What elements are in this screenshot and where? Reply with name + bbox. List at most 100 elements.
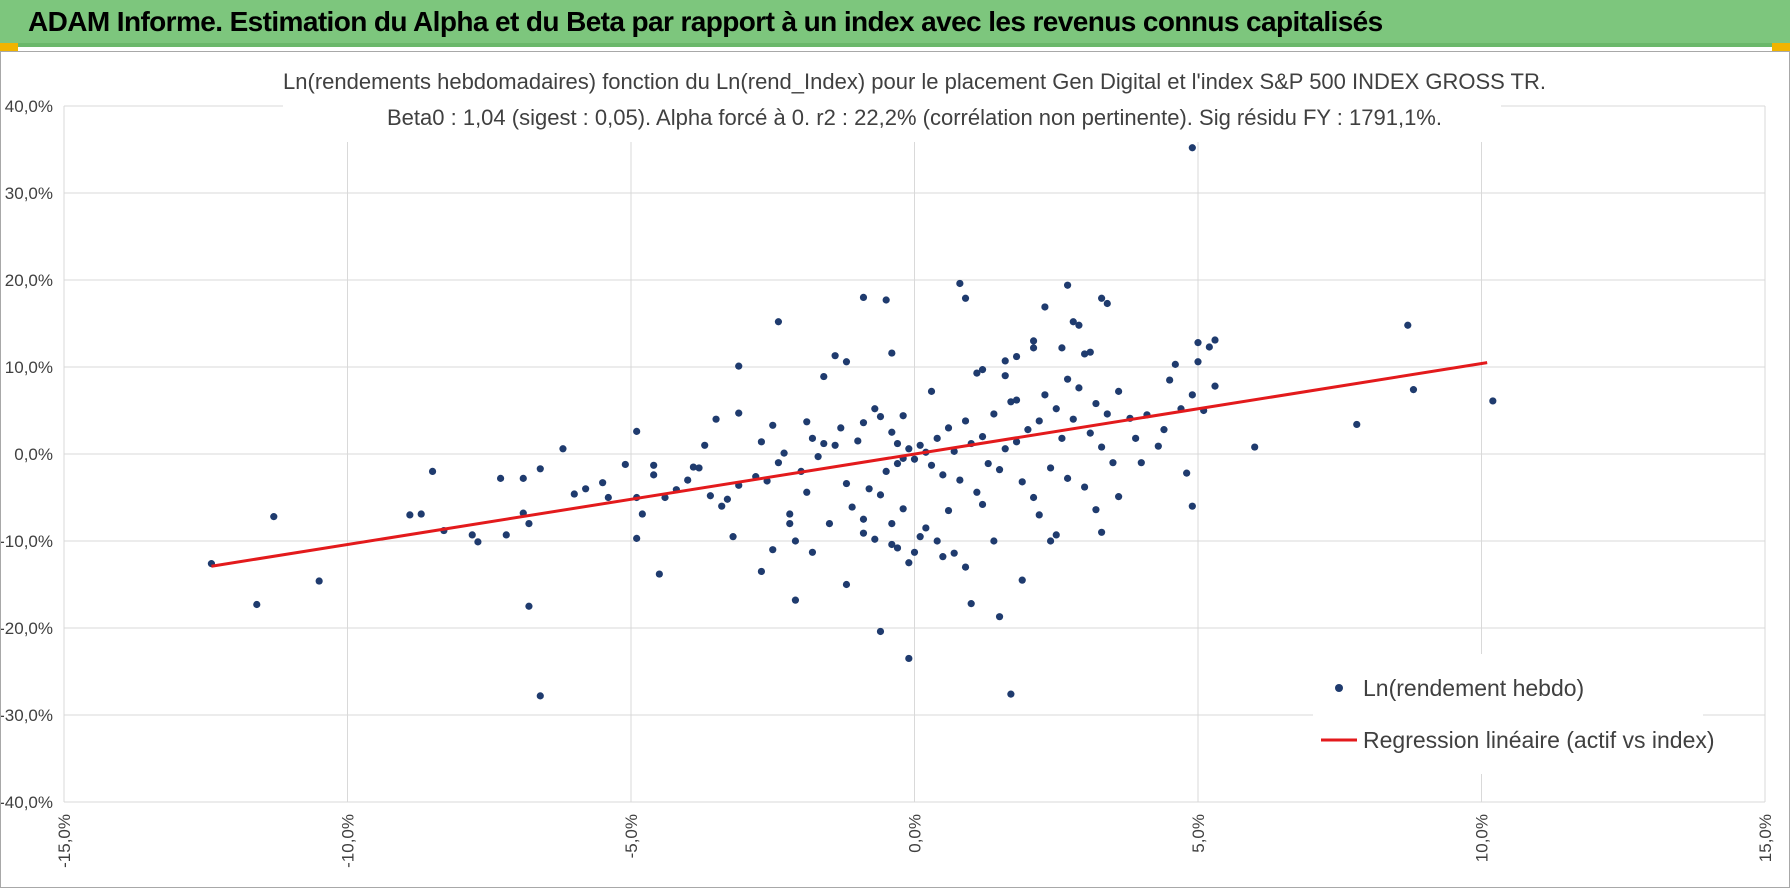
data-point xyxy=(712,415,720,423)
data-point xyxy=(1188,391,1196,399)
data-point xyxy=(1103,299,1111,308)
data-point xyxy=(525,520,533,528)
data-point xyxy=(967,600,975,608)
data-point xyxy=(1132,434,1140,442)
data-point xyxy=(502,531,510,539)
data-point xyxy=(1069,318,1077,326)
data-point xyxy=(701,441,709,449)
data-point xyxy=(848,503,856,511)
data-point xyxy=(927,387,936,395)
data-point xyxy=(831,441,839,449)
data-point xyxy=(570,490,578,498)
data-point xyxy=(1029,493,1038,502)
data-point xyxy=(1001,372,1009,380)
data-point xyxy=(888,540,896,549)
data-point xyxy=(474,538,482,546)
chart-subtitle: Beta0 : 1,04 (sigest : 0,05). Alpha forc… xyxy=(387,105,1442,130)
y-tick-label: -20,0% xyxy=(1,619,53,638)
data-point xyxy=(820,439,828,448)
data-point xyxy=(582,485,590,493)
data-point xyxy=(1001,445,1009,453)
data-point xyxy=(723,495,731,503)
data-point xyxy=(1404,321,1412,329)
data-point xyxy=(706,492,714,500)
data-point xyxy=(910,455,919,463)
data-point xyxy=(536,465,544,473)
regression-line xyxy=(211,361,1488,568)
data-point xyxy=(961,563,970,571)
y-tick-label: -10,0% xyxy=(1,532,53,551)
data-point xyxy=(661,493,669,502)
data-point xyxy=(990,410,998,418)
data-point xyxy=(973,488,981,496)
data-point xyxy=(1171,360,1179,368)
data-point xyxy=(871,535,879,543)
data-point xyxy=(780,449,788,457)
y-tick-label: 20,0% xyxy=(5,271,53,290)
data-point xyxy=(922,524,930,532)
data-point xyxy=(1489,397,1497,405)
data-point xyxy=(978,500,987,509)
data-point xyxy=(956,279,964,288)
data-point xyxy=(1041,303,1049,311)
data-point xyxy=(825,520,834,528)
data-point xyxy=(1018,478,1026,486)
data-point xyxy=(854,437,862,445)
data-point xyxy=(769,546,777,554)
data-point xyxy=(837,424,845,432)
data-point xyxy=(865,485,873,493)
data-point xyxy=(1052,405,1060,413)
data-point xyxy=(519,474,527,482)
data-point xyxy=(1081,350,1089,358)
data-point xyxy=(769,421,777,429)
data-point xyxy=(270,513,278,521)
data-point xyxy=(842,580,851,589)
data-point xyxy=(1007,398,1015,406)
data-point xyxy=(831,352,839,360)
data-point xyxy=(842,479,851,488)
title-background xyxy=(283,62,1501,142)
data-point xyxy=(1012,352,1021,361)
data-point xyxy=(1063,281,1072,289)
data-point xyxy=(718,502,726,510)
data-point xyxy=(944,424,953,432)
data-point xyxy=(757,567,766,576)
data-point xyxy=(559,445,567,453)
data-point xyxy=(1029,344,1038,352)
data-point xyxy=(1035,417,1043,425)
data-point xyxy=(995,466,1004,474)
data-point xyxy=(536,692,544,700)
data-point xyxy=(1194,358,1202,366)
data-point xyxy=(1075,321,1083,329)
legend-marker-points xyxy=(1335,684,1343,692)
data-point xyxy=(1075,384,1083,392)
data-point xyxy=(406,511,414,519)
data-point xyxy=(876,412,885,421)
data-point xyxy=(956,476,964,484)
data-point xyxy=(791,537,800,545)
data-point xyxy=(735,362,743,370)
x-tick-label: -10,0% xyxy=(339,814,358,868)
chart-area: 40,0% 30,0% 20,0% 10,0% 0,0% -10,0% -20,0% -30,… xyxy=(0,51,1790,888)
x-tick-label: 5,0% xyxy=(1189,814,1208,853)
data-point xyxy=(253,600,261,609)
data-point xyxy=(1092,506,1100,514)
data-point xyxy=(1194,339,1202,347)
data-point xyxy=(774,459,783,467)
data-point xyxy=(791,596,800,604)
data-point xyxy=(1046,537,1055,545)
legend-background xyxy=(1313,654,1703,774)
data-point xyxy=(1211,382,1219,390)
data-point xyxy=(1211,336,1219,344)
data-point xyxy=(984,459,992,468)
data-point xyxy=(496,474,505,482)
data-point xyxy=(684,476,692,484)
data-point xyxy=(1069,415,1077,423)
report-title: ADAM Informe. Estimation du Alpha et du … xyxy=(28,6,1383,37)
data-point xyxy=(1092,399,1100,408)
data-point xyxy=(1115,493,1123,501)
data-point xyxy=(961,417,970,425)
data-point xyxy=(1024,426,1032,434)
data-point xyxy=(808,434,817,442)
data-point xyxy=(995,613,1004,621)
